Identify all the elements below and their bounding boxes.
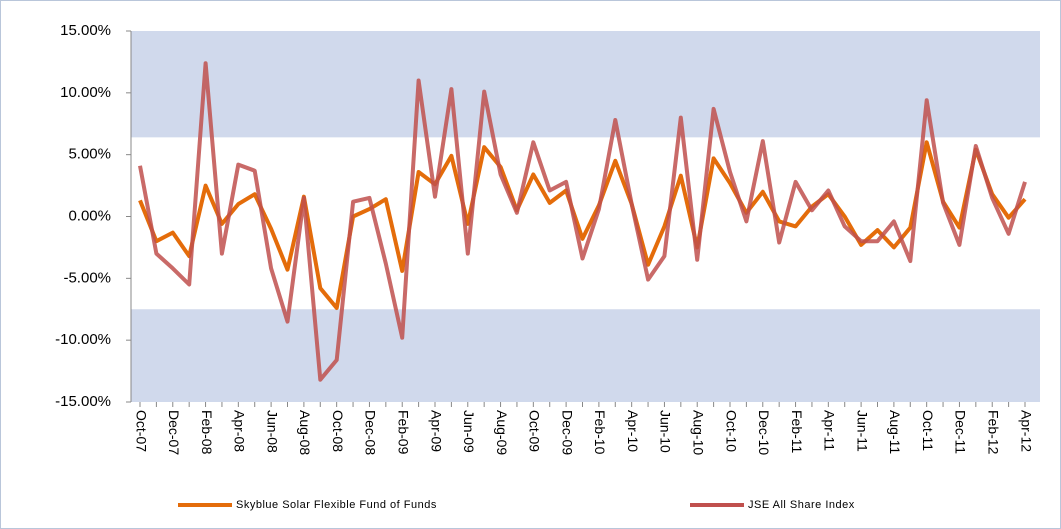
x-tick-label: Apr-10 [625, 410, 641, 452]
x-tick-label: Apr-08 [232, 410, 248, 452]
y-tick-label: -15.00% [55, 393, 111, 410]
y-tick-label: -10.00% [55, 331, 111, 348]
x-tick-label: Jun-09 [461, 410, 477, 453]
x-tick-label: Apr-12 [1018, 410, 1034, 452]
x-tick-label: Jun-08 [264, 410, 280, 453]
x-tick-label: Jun-11 [854, 410, 870, 452]
x-tick-label: Feb-09 [396, 410, 412, 455]
x-tick-label: Oct-10 [723, 410, 739, 452]
x-tick-label: Apr-09 [428, 410, 444, 452]
x-tick-label: Oct-07 [133, 410, 149, 452]
x-tick-label: Dec-10 [756, 410, 772, 455]
x-tick-label: Oct-08 [330, 410, 346, 452]
x-tick-label: Aug-10 [691, 410, 707, 455]
x-tick-label: Dec-08 [363, 410, 379, 455]
x-tick-label: Feb-12 [986, 410, 1002, 455]
y-tick-label: 10.00% [60, 84, 111, 101]
x-tick-label: Dec-07 [166, 410, 182, 455]
x-tick-label: Jun-10 [658, 410, 674, 453]
legend-label: Skyblue Solar Flexible Fund of Funds [236, 499, 437, 511]
y-tick-label: 0.00% [68, 207, 111, 224]
y-tick-label: 15.00% [60, 22, 111, 39]
x-tick-label: Aug-08 [297, 410, 313, 455]
x-tick-label: Aug-09 [494, 410, 510, 455]
legend-label: JSE All Share Index [748, 499, 855, 511]
x-tick-label: Feb-08 [199, 410, 215, 455]
y-tick-label: 5.00% [68, 146, 111, 163]
shaded-band [131, 309, 1040, 402]
series-line [138, 61, 1027, 382]
x-tick-label: Aug-11 [887, 410, 903, 454]
x-tick-label: Feb-11 [789, 410, 805, 454]
shaded-band [131, 31, 1040, 138]
x-tick-label: Dec-09 [559, 410, 575, 455]
x-tick-label: Apr-11 [822, 410, 838, 451]
x-tick-label: Dec-11 [953, 410, 969, 454]
x-tick-label: Feb-10 [592, 410, 608, 455]
series-line [138, 140, 1027, 310]
y-tick-label: -5.00% [63, 269, 111, 286]
x-tick-label: Oct-09 [527, 410, 543, 452]
x-tick-label: Oct-11 [920, 410, 936, 451]
